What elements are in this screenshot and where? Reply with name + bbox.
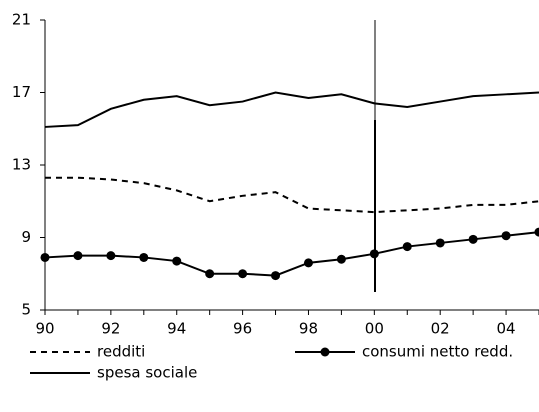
series-marker: [534, 227, 539, 237]
series-marker: [172, 256, 182, 266]
x-tick-label: 04: [497, 320, 516, 338]
legend-label: consumi netto redd.: [362, 343, 513, 361]
legend-label: redditi: [97, 343, 145, 361]
x-tick-label: 98: [299, 320, 318, 338]
series-marker: [435, 238, 445, 248]
x-tick-label: 00: [365, 320, 384, 338]
y-tick-label: 5: [21, 301, 31, 319]
series-marker: [238, 269, 248, 279]
series-marker: [205, 269, 215, 279]
series-marker: [271, 271, 281, 281]
series-line: [44, 91, 539, 128]
legend-marker: [320, 347, 330, 357]
x-tick-label: 02: [431, 320, 450, 338]
y-tick-label: 9: [21, 228, 31, 246]
series-marker: [501, 231, 511, 241]
series-marker: [336, 254, 346, 264]
y-tick-label: 17: [12, 83, 31, 101]
x-tick-label: 92: [101, 320, 120, 338]
x-tick-label: 90: [35, 320, 54, 338]
series-marker: [40, 252, 50, 262]
series-marker: [369, 249, 379, 259]
series-marker: [73, 251, 83, 261]
series-marker: [468, 234, 478, 244]
series-line: [45, 176, 539, 214]
y-tick-label: 21: [12, 11, 31, 29]
x-tick-label: 94: [167, 320, 186, 338]
series-marker: [303, 258, 313, 268]
legend-label: spesa sociale: [97, 364, 197, 382]
series-marker: [402, 242, 412, 252]
series-marker: [139, 252, 149, 262]
y-tick-label: 13: [12, 156, 31, 174]
x-tick-label: 96: [233, 320, 252, 338]
series-line: [44, 231, 539, 277]
series-marker: [106, 251, 116, 261]
